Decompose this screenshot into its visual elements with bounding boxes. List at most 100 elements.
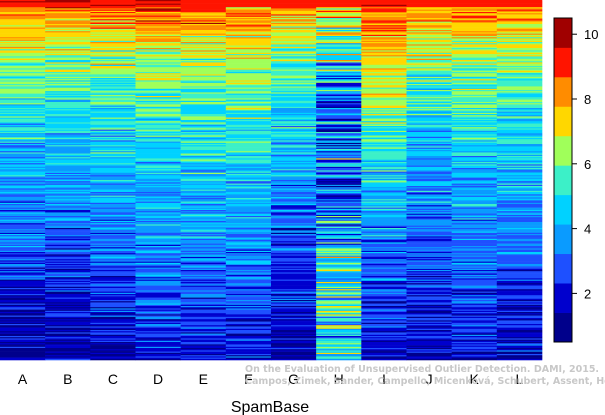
heatmap-cell [451,207,498,210]
heatmap-cell [406,158,452,160]
heatmap-cell [45,2,91,4]
heatmap-cell [90,98,136,100]
heatmap-cell [135,296,181,298]
heatmap-cell [406,318,452,320]
heatmap-cell [316,237,362,240]
heatmap-cell [45,326,91,328]
heatmap-cell [225,64,272,67]
heatmap-cell [225,243,272,246]
heatmap-cell [0,198,46,200]
heatmap-cell [135,184,181,187]
heatmap-cell [406,198,452,200]
heatmap-cell [451,162,498,164]
heatmap-cell [45,114,91,116]
heatmap-cell [496,276,543,278]
heatmap-cell [271,169,317,171]
heatmap-cell [496,196,543,199]
heatmap-cell [271,308,317,310]
heatmap-cell [316,291,362,294]
heatmap-cell [361,250,407,253]
heatmap-cell [316,241,362,243]
heatmap-cell [271,208,317,211]
heatmap-cell [271,75,317,78]
heatmap-cell [180,151,227,153]
heatmap-cell [316,200,362,202]
heatmap-cell [316,138,362,140]
heatmap-cell [361,163,407,165]
heatmap-cell [271,52,317,55]
heatmap-cell [451,255,498,258]
heatmap-cell [361,319,407,321]
heatmap-cell [316,66,362,68]
heatmap-cell [180,181,227,183]
heatmap-cell [316,331,362,333]
heatmap-cell [0,2,46,4]
heatmap-cell [316,21,362,24]
heatmap-cell [451,330,498,332]
heatmap-cell [316,174,362,176]
heatmap-cell [180,244,227,247]
heatmap-cell [225,123,272,126]
heatmap-cell [90,211,136,213]
heatmap-cell [451,165,498,168]
heatmap-cell [361,332,407,334]
heatmap-cell [0,309,46,312]
heatmap-cell [406,170,452,172]
heatmap-cell [135,338,181,340]
heatmap-cell [271,22,317,25]
heatmap-cell [180,55,227,57]
heatmap-cell [135,205,181,207]
heatmap-cell [406,303,452,306]
heatmap-cell [90,351,136,354]
heatmap-cell [406,231,452,234]
heatmap-cell [0,320,46,322]
heatmap-cell [45,20,91,22]
heatmap-cell [225,247,272,249]
heatmap-cell [180,153,227,156]
heatmap-cell [271,266,317,268]
heatmap-cell [496,123,543,126]
heatmap-cell [361,165,407,168]
heatmap-cell [496,319,543,321]
heatmap-cell [496,56,543,58]
heatmap-cell [451,180,498,182]
heatmap-cell [361,336,407,338]
heatmap-cell [225,248,272,250]
heatmap-cell [406,188,452,190]
heatmap-cell [135,313,181,315]
heatmap-cell [90,270,136,272]
heatmap-cell [271,3,317,6]
heatmap-cell [406,352,452,355]
heatmap-cell [316,44,362,46]
heatmap-cell [361,181,407,183]
heatmap-cell [316,20,362,22]
heatmap-cell [90,108,136,110]
heatmap-cell [90,158,136,160]
heatmap-cell [316,67,362,69]
heatmap-cell [135,120,181,122]
heatmap-cell [225,307,272,309]
heatmap-cell [406,307,452,309]
heatmap-cell [135,242,181,244]
heatmap-cell [45,9,91,12]
heatmap-cell [496,313,543,315]
heatmap-cell [0,183,46,186]
heatmap-cell [451,38,498,40]
heatmap-cell [180,212,227,214]
heatmap-cell [0,98,46,100]
heatmap-cell [135,206,181,208]
heatmap-cell [90,277,136,279]
heatmap-cell [225,177,272,180]
heatmap-cell [225,333,272,336]
heatmap-cell [135,304,181,307]
heatmap-cell [45,290,91,292]
heatmap-cell [451,6,498,8]
heatmap-cell [0,172,46,175]
heatmap-cell [45,39,91,42]
heatmap-cell [406,336,452,338]
heatmap-cell [135,282,181,284]
heatmap-cell [135,136,181,139]
heatmap-cell [361,37,407,39]
heatmap-cell [451,156,498,158]
heatmap-cell [135,345,181,348]
